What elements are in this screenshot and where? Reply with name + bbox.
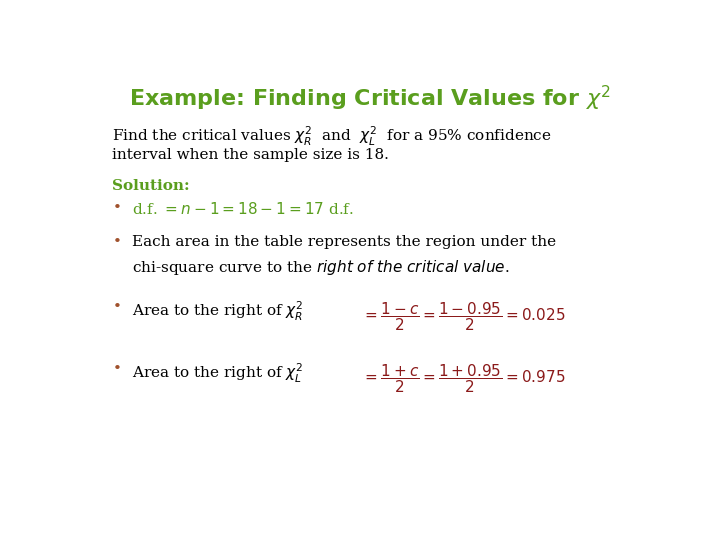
Text: •: • — [112, 362, 121, 376]
Text: •: • — [112, 300, 121, 314]
Text: interval when the sample size is 18.: interval when the sample size is 18. — [112, 148, 390, 162]
Text: $=\dfrac{1+c}{2} = \dfrac{1+0.95}{2} = 0.975$: $=\dfrac{1+c}{2} = \dfrac{1+0.95}{2} = 0… — [362, 362, 566, 395]
Text: •: • — [112, 235, 121, 249]
Text: Area to the right of $\chi^2_L$: Area to the right of $\chi^2_L$ — [132, 362, 303, 386]
Text: d.f. $= n - 1 = 18 - 1 = 17$ d.f.: d.f. $= n - 1 = 18 - 1 = 17$ d.f. — [132, 201, 354, 217]
Text: Each area in the table represents the region under the: Each area in the table represents the re… — [132, 235, 556, 249]
Text: Example: Finding Critical Values for $\chi^2$: Example: Finding Critical Values for $\c… — [129, 84, 611, 113]
Text: Find the critical values $\chi^2_R$  and  $\chi^2_L$  for a 95% confidence: Find the critical values $\chi^2_R$ and … — [112, 125, 552, 148]
Text: $=\dfrac{1-c}{2} = \dfrac{1-0.95}{2} = 0.025$: $=\dfrac{1-c}{2} = \dfrac{1-0.95}{2} = 0… — [362, 300, 566, 333]
Text: Area to the right of $\chi^2_R$: Area to the right of $\chi^2_R$ — [132, 300, 303, 323]
Text: chi-square curve to the $\mathit{right\ of\ the\ critical\ value}$.: chi-square curve to the $\mathit{right\ … — [132, 258, 510, 277]
Text: Solution:: Solution: — [112, 179, 190, 193]
Text: •: • — [112, 201, 121, 215]
